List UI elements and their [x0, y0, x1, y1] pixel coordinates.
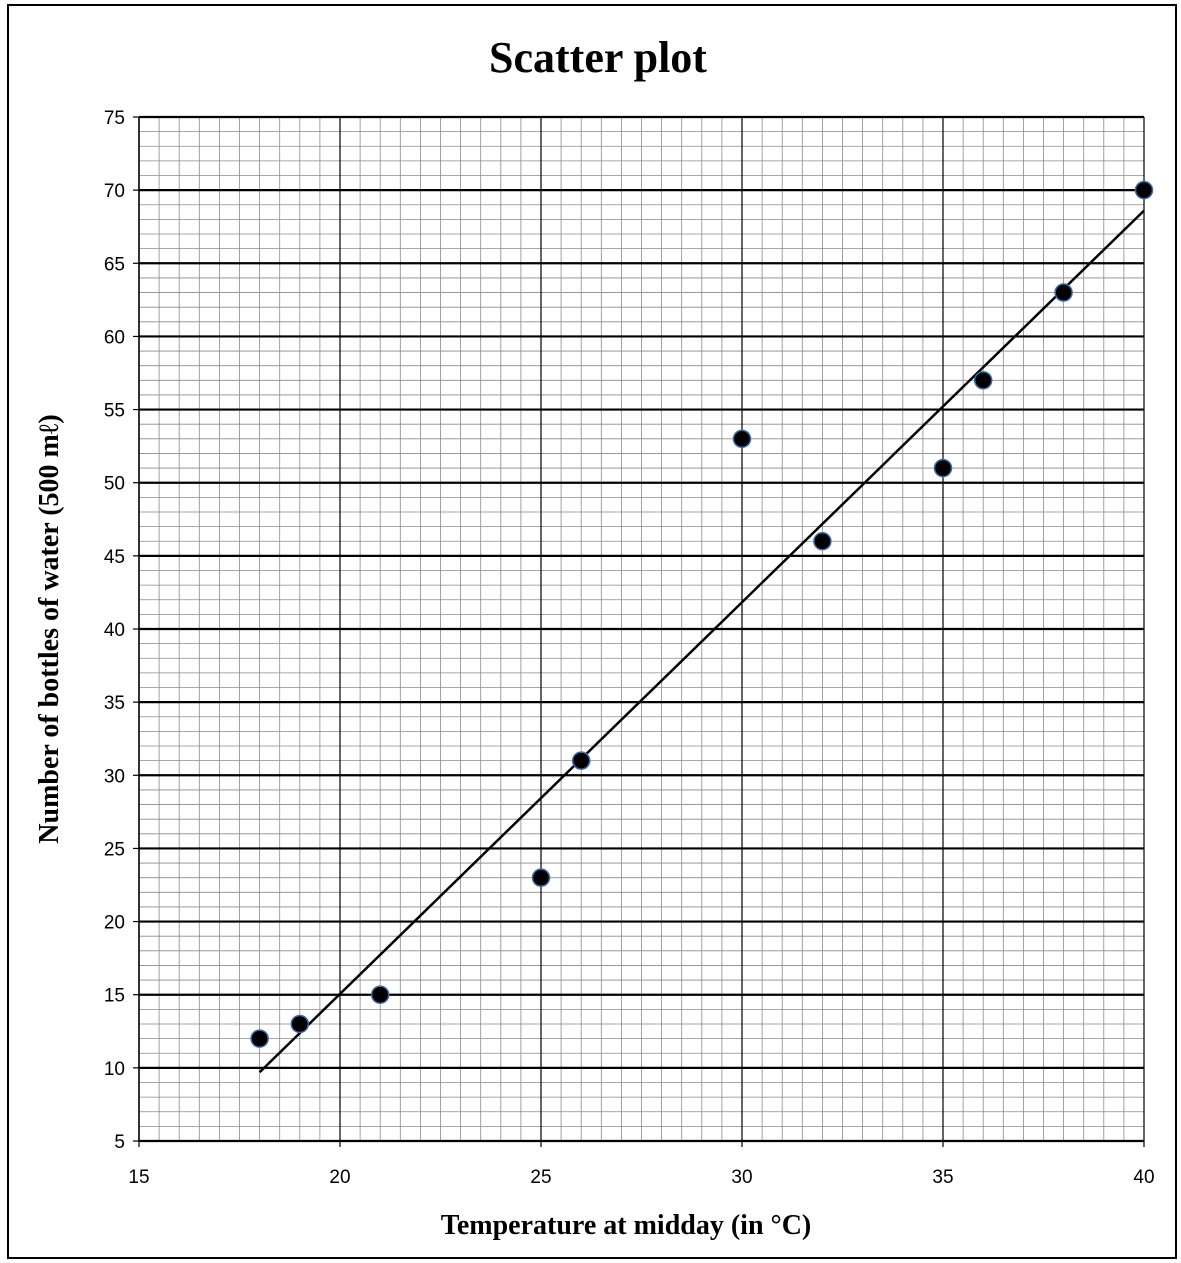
data-point — [533, 869, 550, 886]
x-tick-label: 20 — [329, 1167, 350, 1188]
y-tick-label: 20 — [104, 913, 125, 934]
x-tick-label: 35 — [932, 1167, 953, 1188]
data-point — [814, 533, 831, 550]
y-tick-label: 45 — [104, 547, 125, 568]
chart-title: Scatter plot — [489, 33, 707, 82]
y-tick-labels: 5 10 15 20 25 30 35 40 45 50 55 60 65 70 75 — [104, 108, 139, 1153]
y-tick-label: 70 — [104, 181, 125, 202]
y-tick-label: 15 — [104, 986, 125, 1007]
x-tick-label: 25 — [530, 1167, 551, 1188]
y-tick-label: 75 — [104, 108, 125, 129]
data-point — [251, 1030, 268, 1047]
data-point — [291, 1015, 308, 1032]
data-point — [573, 752, 590, 769]
y-tick-label: 65 — [104, 254, 125, 275]
y-tick-label: 10 — [104, 1059, 125, 1080]
x-axis-title: Temperature at midday (in °C) — [441, 1210, 812, 1241]
y-tick-label: 60 — [104, 327, 125, 348]
data-point — [1136, 182, 1153, 199]
data-point — [975, 372, 992, 389]
y-tick-label: 25 — [104, 839, 125, 860]
x-tick-label: 40 — [1133, 1167, 1154, 1188]
x-tick-label: 15 — [128, 1167, 149, 1188]
y-axis-title: Number of bottles of water (500 mℓ) — [34, 414, 65, 843]
y-tick-label: 55 — [104, 401, 125, 422]
x-tick-labels: 15 20 25 30 35 40 — [128, 1141, 1154, 1188]
x-tick-label: 30 — [731, 1167, 752, 1188]
data-point — [734, 430, 751, 447]
data-point — [1055, 284, 1072, 301]
y-tick-label: 35 — [104, 693, 125, 714]
y-tick-label: 40 — [104, 620, 125, 641]
data-point — [935, 460, 952, 477]
data-point — [372, 986, 389, 1003]
y-tick-label: 50 — [104, 474, 125, 495]
y-tick-label: 5 — [114, 1132, 125, 1153]
y-tick-label: 30 — [104, 766, 125, 787]
